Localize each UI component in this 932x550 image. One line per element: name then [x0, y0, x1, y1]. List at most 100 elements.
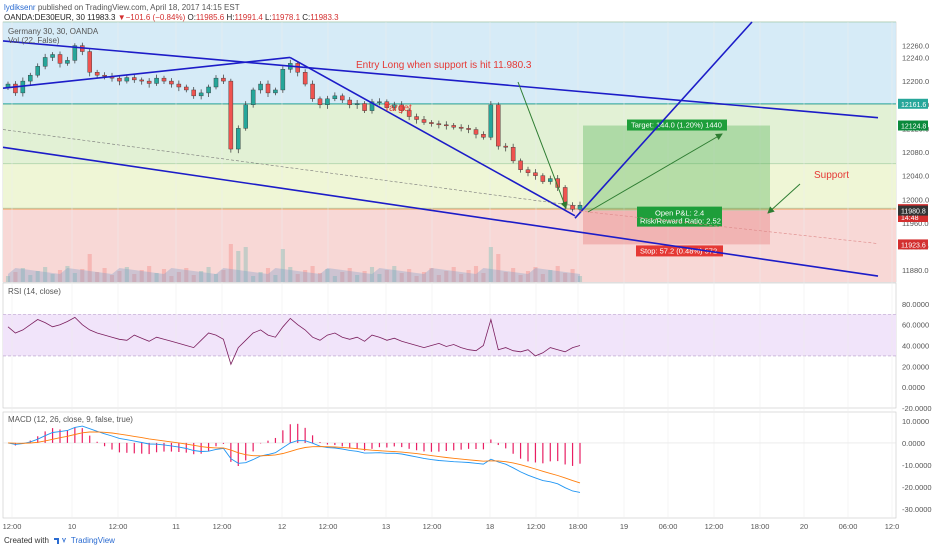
y-tick-label: 11960.0 — [902, 219, 929, 228]
candle — [124, 74, 130, 84]
volume-bar — [154, 273, 159, 282]
trend-line — [2, 146, 879, 277]
zone-green — [3, 104, 896, 164]
candle-body — [198, 92, 204, 97]
volume-bar — [147, 266, 152, 282]
volume-area — [8, 268, 580, 282]
volume-bar — [20, 268, 25, 282]
candle-body — [399, 104, 404, 111]
volume-bar — [340, 272, 345, 282]
open-value: 11985.6 — [195, 13, 225, 22]
candle — [198, 89, 204, 100]
candle — [317, 96, 323, 109]
x-tick-label: 12:00 — [109, 522, 128, 531]
annotation-arrow — [767, 183, 801, 214]
volume-bar — [176, 272, 181, 282]
tradingview-brand[interactable]: TradingView — [70, 536, 115, 545]
y-tick-label: 12000.0 — [902, 195, 929, 204]
candle — [102, 72, 107, 80]
candle-body — [102, 74, 107, 77]
publish-text: published on TradingView.com, April 18, … — [37, 3, 240, 12]
candle-body — [362, 103, 367, 111]
main-pane-title: Germany 30, 30, OANDA — [8, 27, 99, 36]
rsi-tick-label: 40.0000 — [902, 342, 929, 351]
symbol-info: OANDA:DE30EUR, 30 11983.3 ▼−101.6 (−0.84… — [4, 13, 339, 22]
volume-bar — [481, 273, 486, 282]
candle — [295, 61, 300, 77]
price-badge-bg — [898, 120, 928, 131]
annotation-arrow — [587, 133, 723, 213]
candle-body — [503, 145, 508, 148]
y-tick-label: 11880.0 — [902, 266, 929, 275]
candle-body — [42, 57, 48, 67]
volume-bar — [577, 276, 583, 282]
volume-bar — [570, 269, 575, 282]
price-badge: 12161.6 — [898, 98, 928, 109]
target-annotation: Target — [384, 103, 412, 114]
candle — [436, 120, 442, 129]
low-value: 11978.1 — [271, 13, 301, 22]
candle-body — [265, 83, 271, 94]
volume-bar — [265, 268, 271, 282]
candle — [184, 84, 189, 93]
volume-bar — [161, 269, 167, 282]
volume-bar — [466, 270, 471, 282]
candle — [325, 95, 330, 109]
candle-body — [525, 169, 531, 173]
x-tick-label: 06:00 — [659, 522, 678, 531]
candle-body — [473, 129, 479, 135]
support-annotation: Support — [814, 170, 849, 181]
author-link[interactable]: lydiksenr — [4, 3, 36, 12]
candle — [139, 77, 144, 85]
volume-bar — [95, 272, 100, 282]
volume-bar — [199, 271, 204, 282]
candle — [354, 100, 360, 109]
target-zone — [583, 125, 770, 211]
candle-body — [87, 51, 92, 73]
volume-bar — [35, 271, 40, 282]
dashed-trend — [2, 129, 581, 207]
candle-body — [429, 122, 434, 124]
candle-body — [124, 77, 130, 82]
candle-body — [302, 72, 308, 85]
target-label-text: Target: 144.0 (1.20%) 1440 — [631, 121, 722, 130]
volume-bar — [511, 268, 516, 282]
candle — [161, 75, 167, 85]
volume-bar — [117, 271, 122, 282]
candle — [481, 131, 486, 140]
volume-bar — [540, 274, 545, 282]
volume-bar — [525, 271, 531, 282]
volume-bar — [184, 268, 189, 282]
x-tick-label: 12:00 — [3, 522, 22, 531]
candle-body — [94, 72, 100, 76]
candle — [65, 56, 70, 66]
price-badge-bg — [898, 205, 928, 216]
candle-body — [317, 98, 323, 105]
volume-title: Vol (22, False) — [8, 36, 60, 45]
volume-bar — [369, 267, 375, 282]
candle-body — [384, 101, 390, 108]
volume-bar — [206, 267, 211, 282]
created-with-text: Created with — [4, 536, 49, 545]
rsi-tick-label: 20.0000 — [902, 362, 929, 371]
volume-bar — [295, 274, 300, 282]
volume-bar — [548, 270, 553, 282]
candle-body — [540, 175, 546, 182]
candle — [42, 53, 48, 70]
candle-body — [481, 134, 486, 138]
x-tick-label: 20 — [800, 522, 808, 531]
last-price: 11983.3 — [87, 13, 116, 22]
candle-body — [50, 54, 55, 58]
candle — [570, 202, 575, 212]
open-pl-text: Open P&L: 2.4 — [655, 209, 704, 218]
macd-tick-label: -30.0000 — [902, 505, 932, 514]
rr-text: Risk/Reward Ratio: 2.52 — [640, 217, 721, 226]
candle-body — [132, 77, 137, 81]
volume-bar — [50, 274, 55, 282]
target-label: Target: 144.0 (1.20%) 1440 — [627, 119, 727, 131]
volume-bar — [236, 251, 241, 282]
price-badge-bg — [898, 98, 928, 109]
volume-bar — [325, 269, 330, 282]
x-tick-label: 11 — [172, 522, 180, 531]
